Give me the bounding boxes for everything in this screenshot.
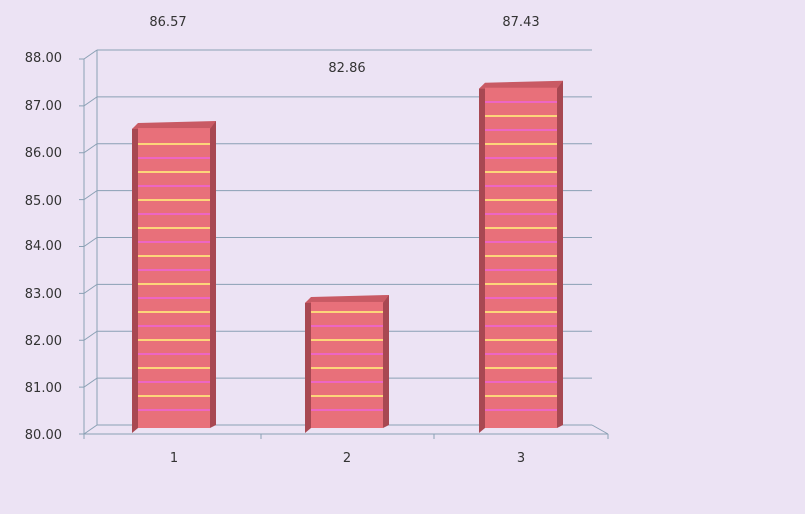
y-tick-label: 85.00 (25, 194, 62, 209)
y-tick-label: 83.00 (25, 287, 62, 302)
gridline-depth (83, 96, 98, 107)
bar-right-face (557, 80, 563, 428)
bar-right-face (383, 294, 389, 428)
y-tick-label: 86.00 (25, 146, 62, 161)
bar-top-face (132, 121, 216, 130)
bar (305, 294, 389, 433)
data-labels: 86.57 82.86 87.43 (149, 15, 539, 76)
bars-layer (132, 80, 563, 433)
y-axis-tick-labels: 80.00 81.00 82.00 83.00 84.00 85.00 86.0… (25, 51, 62, 443)
bar-side-face (305, 297, 311, 433)
x-axis-tick-labels: 1 2 3 (170, 451, 525, 466)
bar-front-face (485, 87, 557, 428)
gridline-depth (83, 377, 98, 388)
x-tick-label: 2 (343, 451, 351, 466)
y-tick-label: 80.00 (25, 428, 62, 443)
gridline-depth (83, 330, 98, 341)
bar-front-face (138, 128, 210, 428)
y-tick-label: 87.00 (25, 99, 62, 114)
y-tick-label: 82.00 (25, 334, 62, 349)
bar (479, 80, 563, 433)
gridline-depth (83, 237, 98, 247)
gridline-depth (83, 49, 98, 60)
bar-side-face (479, 83, 485, 433)
bar-side-face (132, 124, 138, 433)
data-label: 82.86 (328, 61, 365, 76)
gridline-depth (83, 283, 98, 294)
bar (132, 121, 216, 433)
bar-top-face (479, 80, 563, 89)
y-tick-label: 81.00 (25, 381, 62, 396)
data-label: 86.57 (149, 15, 186, 30)
data-label: 87.43 (502, 15, 539, 30)
y-tick-label: 88.00 (25, 51, 62, 66)
gridline-depth (83, 424, 98, 435)
bar-right-face (210, 121, 216, 428)
x-tick-label: 3 (517, 451, 525, 466)
floor-right-edge (591, 424, 609, 435)
gridline-depth (83, 143, 98, 154)
bar-front-face (311, 301, 383, 428)
bar-top-face (305, 294, 389, 303)
y-tick-label: 84.00 (25, 239, 62, 254)
gridline-depth (83, 190, 98, 201)
x-tick-label: 1 (170, 451, 178, 466)
